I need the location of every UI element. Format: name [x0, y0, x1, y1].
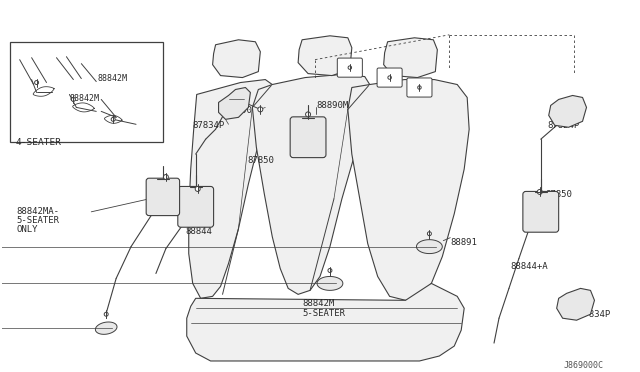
- Text: 87850: 87850: [546, 190, 573, 199]
- Circle shape: [388, 76, 391, 79]
- Polygon shape: [548, 96, 586, 127]
- Polygon shape: [348, 80, 469, 300]
- FancyBboxPatch shape: [377, 68, 402, 87]
- FancyBboxPatch shape: [290, 117, 326, 158]
- Text: 5-SEATER: 5-SEATER: [17, 216, 60, 225]
- Text: 87850: 87850: [225, 106, 252, 115]
- Polygon shape: [252, 74, 370, 294]
- Text: 88844: 88844: [186, 227, 212, 236]
- Text: 87834P: 87834P: [548, 121, 580, 130]
- Text: 87850: 87850: [248, 156, 275, 165]
- Polygon shape: [212, 40, 260, 78]
- Text: J869000C: J869000C: [564, 361, 604, 370]
- Text: 88890M: 88890M: [316, 102, 348, 110]
- Circle shape: [258, 107, 263, 112]
- Text: 88844+A: 88844+A: [510, 262, 548, 270]
- Polygon shape: [189, 80, 272, 298]
- Polygon shape: [95, 322, 117, 334]
- Circle shape: [72, 97, 76, 102]
- Text: 88842M: 88842M: [302, 299, 334, 308]
- Circle shape: [418, 86, 421, 89]
- Bar: [10, 42, 163, 142]
- Circle shape: [328, 269, 332, 272]
- FancyBboxPatch shape: [146, 178, 180, 216]
- FancyBboxPatch shape: [337, 58, 362, 77]
- FancyBboxPatch shape: [407, 78, 432, 97]
- Text: 88842MA-: 88842MA-: [17, 207, 60, 216]
- Polygon shape: [187, 283, 464, 361]
- Polygon shape: [219, 87, 250, 119]
- Text: 87834P: 87834P: [193, 121, 225, 130]
- FancyBboxPatch shape: [178, 186, 214, 227]
- Polygon shape: [417, 240, 442, 254]
- Circle shape: [348, 66, 351, 69]
- Text: ONLY: ONLY: [17, 225, 38, 234]
- Text: 88842M: 88842M: [97, 74, 127, 83]
- Circle shape: [538, 189, 542, 195]
- Circle shape: [428, 232, 431, 236]
- Circle shape: [111, 117, 115, 121]
- Text: 88842M: 88842M: [69, 94, 99, 103]
- Circle shape: [305, 112, 310, 117]
- Polygon shape: [557, 288, 595, 320]
- Text: 87834P: 87834P: [579, 310, 611, 319]
- FancyBboxPatch shape: [523, 192, 559, 232]
- Text: 88891: 88891: [451, 238, 477, 247]
- Polygon shape: [317, 276, 343, 291]
- Circle shape: [35, 81, 38, 84]
- Circle shape: [163, 174, 168, 180]
- Text: 4-SEATER: 4-SEATER: [16, 138, 61, 147]
- Polygon shape: [298, 36, 352, 76]
- Circle shape: [195, 186, 200, 192]
- Text: 5-SEATER: 5-SEATER: [302, 309, 345, 318]
- Polygon shape: [383, 38, 437, 78]
- Circle shape: [104, 312, 108, 316]
